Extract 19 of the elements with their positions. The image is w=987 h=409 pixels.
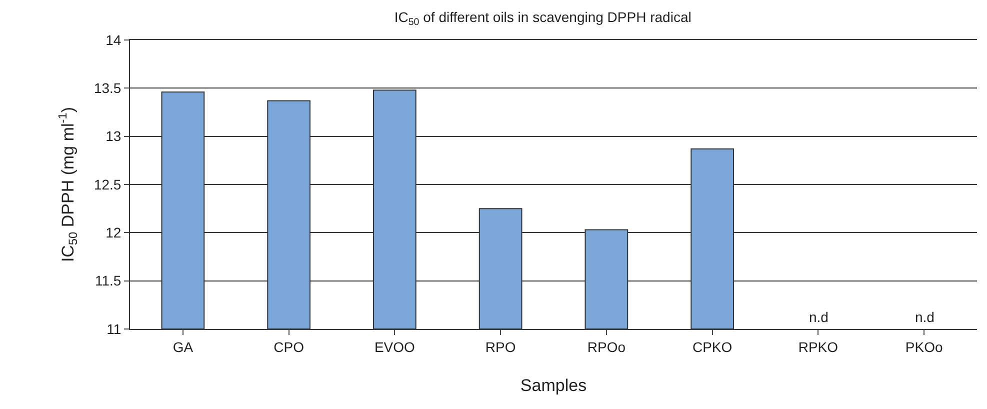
chart-title: IC$_{50}$ of different oils in scavenging DPPH radical	[394, 9, 692, 28]
x-tick-label: EVOO	[374, 338, 416, 355]
x-tick-label: GA	[172, 338, 194, 355]
y-tick-label: 12.5	[94, 176, 122, 192]
y-tick-label: 11	[106, 320, 122, 337]
x-tick-label: RPOo	[587, 338, 626, 355]
x-axis-title: Samples	[520, 376, 587, 396]
x-tick-label: CPKO	[692, 338, 732, 355]
x-tick-label: PKOo	[905, 338, 943, 355]
y-tick-label: 12	[106, 224, 122, 241]
y-tick-label: 13.5	[94, 80, 122, 96]
text: n.d	[809, 309, 828, 325]
x-tick-label: RPO	[485, 338, 516, 355]
y-tick-label: 11.5	[94, 272, 122, 289]
y-tick-label: 14	[106, 32, 122, 48]
x-tick-label: RPKO	[798, 338, 838, 355]
x-tick-label: CPO	[274, 338, 304, 355]
y-tick-label: 13	[106, 128, 122, 144]
text: n.d	[915, 309, 934, 325]
